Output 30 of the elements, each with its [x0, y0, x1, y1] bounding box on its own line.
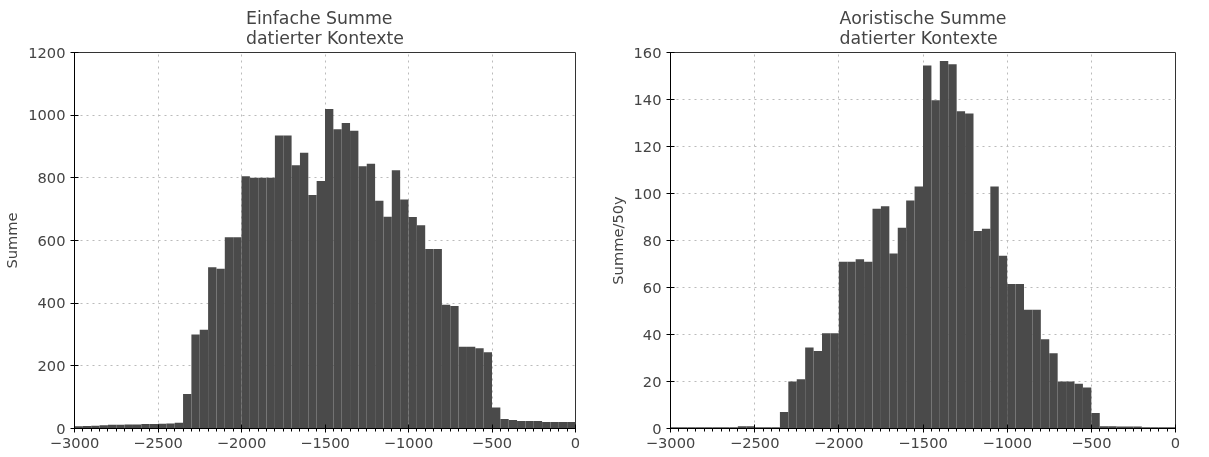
chart-title: Aoristische Summe datierter Kontexte	[839, 7, 1007, 48]
y-axis-title: Summe/50y	[608, 195, 626, 285]
chart-title: Einfache Summe datierter Kontexte	[245, 7, 405, 48]
x-tick-label: −500	[1071, 433, 1112, 451]
x-tick-label: −1500	[898, 433, 948, 451]
y-tick-label: 40	[642, 325, 662, 343]
y-tick-label: 100	[633, 184, 662, 202]
x-tick-label: −2000	[216, 433, 267, 451]
y-tick-label: 1200	[28, 43, 66, 61]
y-tick-label: 800	[37, 168, 66, 186]
y-tick-label: 600	[37, 231, 66, 249]
y-tick-label: 200	[37, 356, 66, 374]
y-axis-title: Summe	[3, 212, 21, 269]
x-tick-label: −2500	[133, 433, 183, 451]
x-tick-label: −1500	[300, 433, 350, 451]
x-tick-label: −500	[471, 433, 513, 451]
y-tick-label: 140	[633, 90, 662, 108]
x-tick-label: −1000	[982, 433, 1032, 451]
y-tick-label: 160	[633, 43, 662, 61]
y-tick-label: 20	[642, 372, 662, 390]
y-tick-label: 400	[37, 294, 66, 312]
x-tick-label: 0	[1170, 433, 1181, 451]
x-tick-label: −2000	[814, 433, 864, 451]
x-tick-label: 0	[570, 433, 581, 451]
x-tick-label: −1000	[383, 433, 434, 451]
y-tick-label: 80	[642, 231, 662, 249]
y-tick-label: 120	[633, 137, 662, 155]
x-tick-label: −2500	[729, 433, 780, 451]
y-tick-label: 60	[642, 278, 662, 296]
y-tick-label: 1000	[28, 106, 66, 124]
